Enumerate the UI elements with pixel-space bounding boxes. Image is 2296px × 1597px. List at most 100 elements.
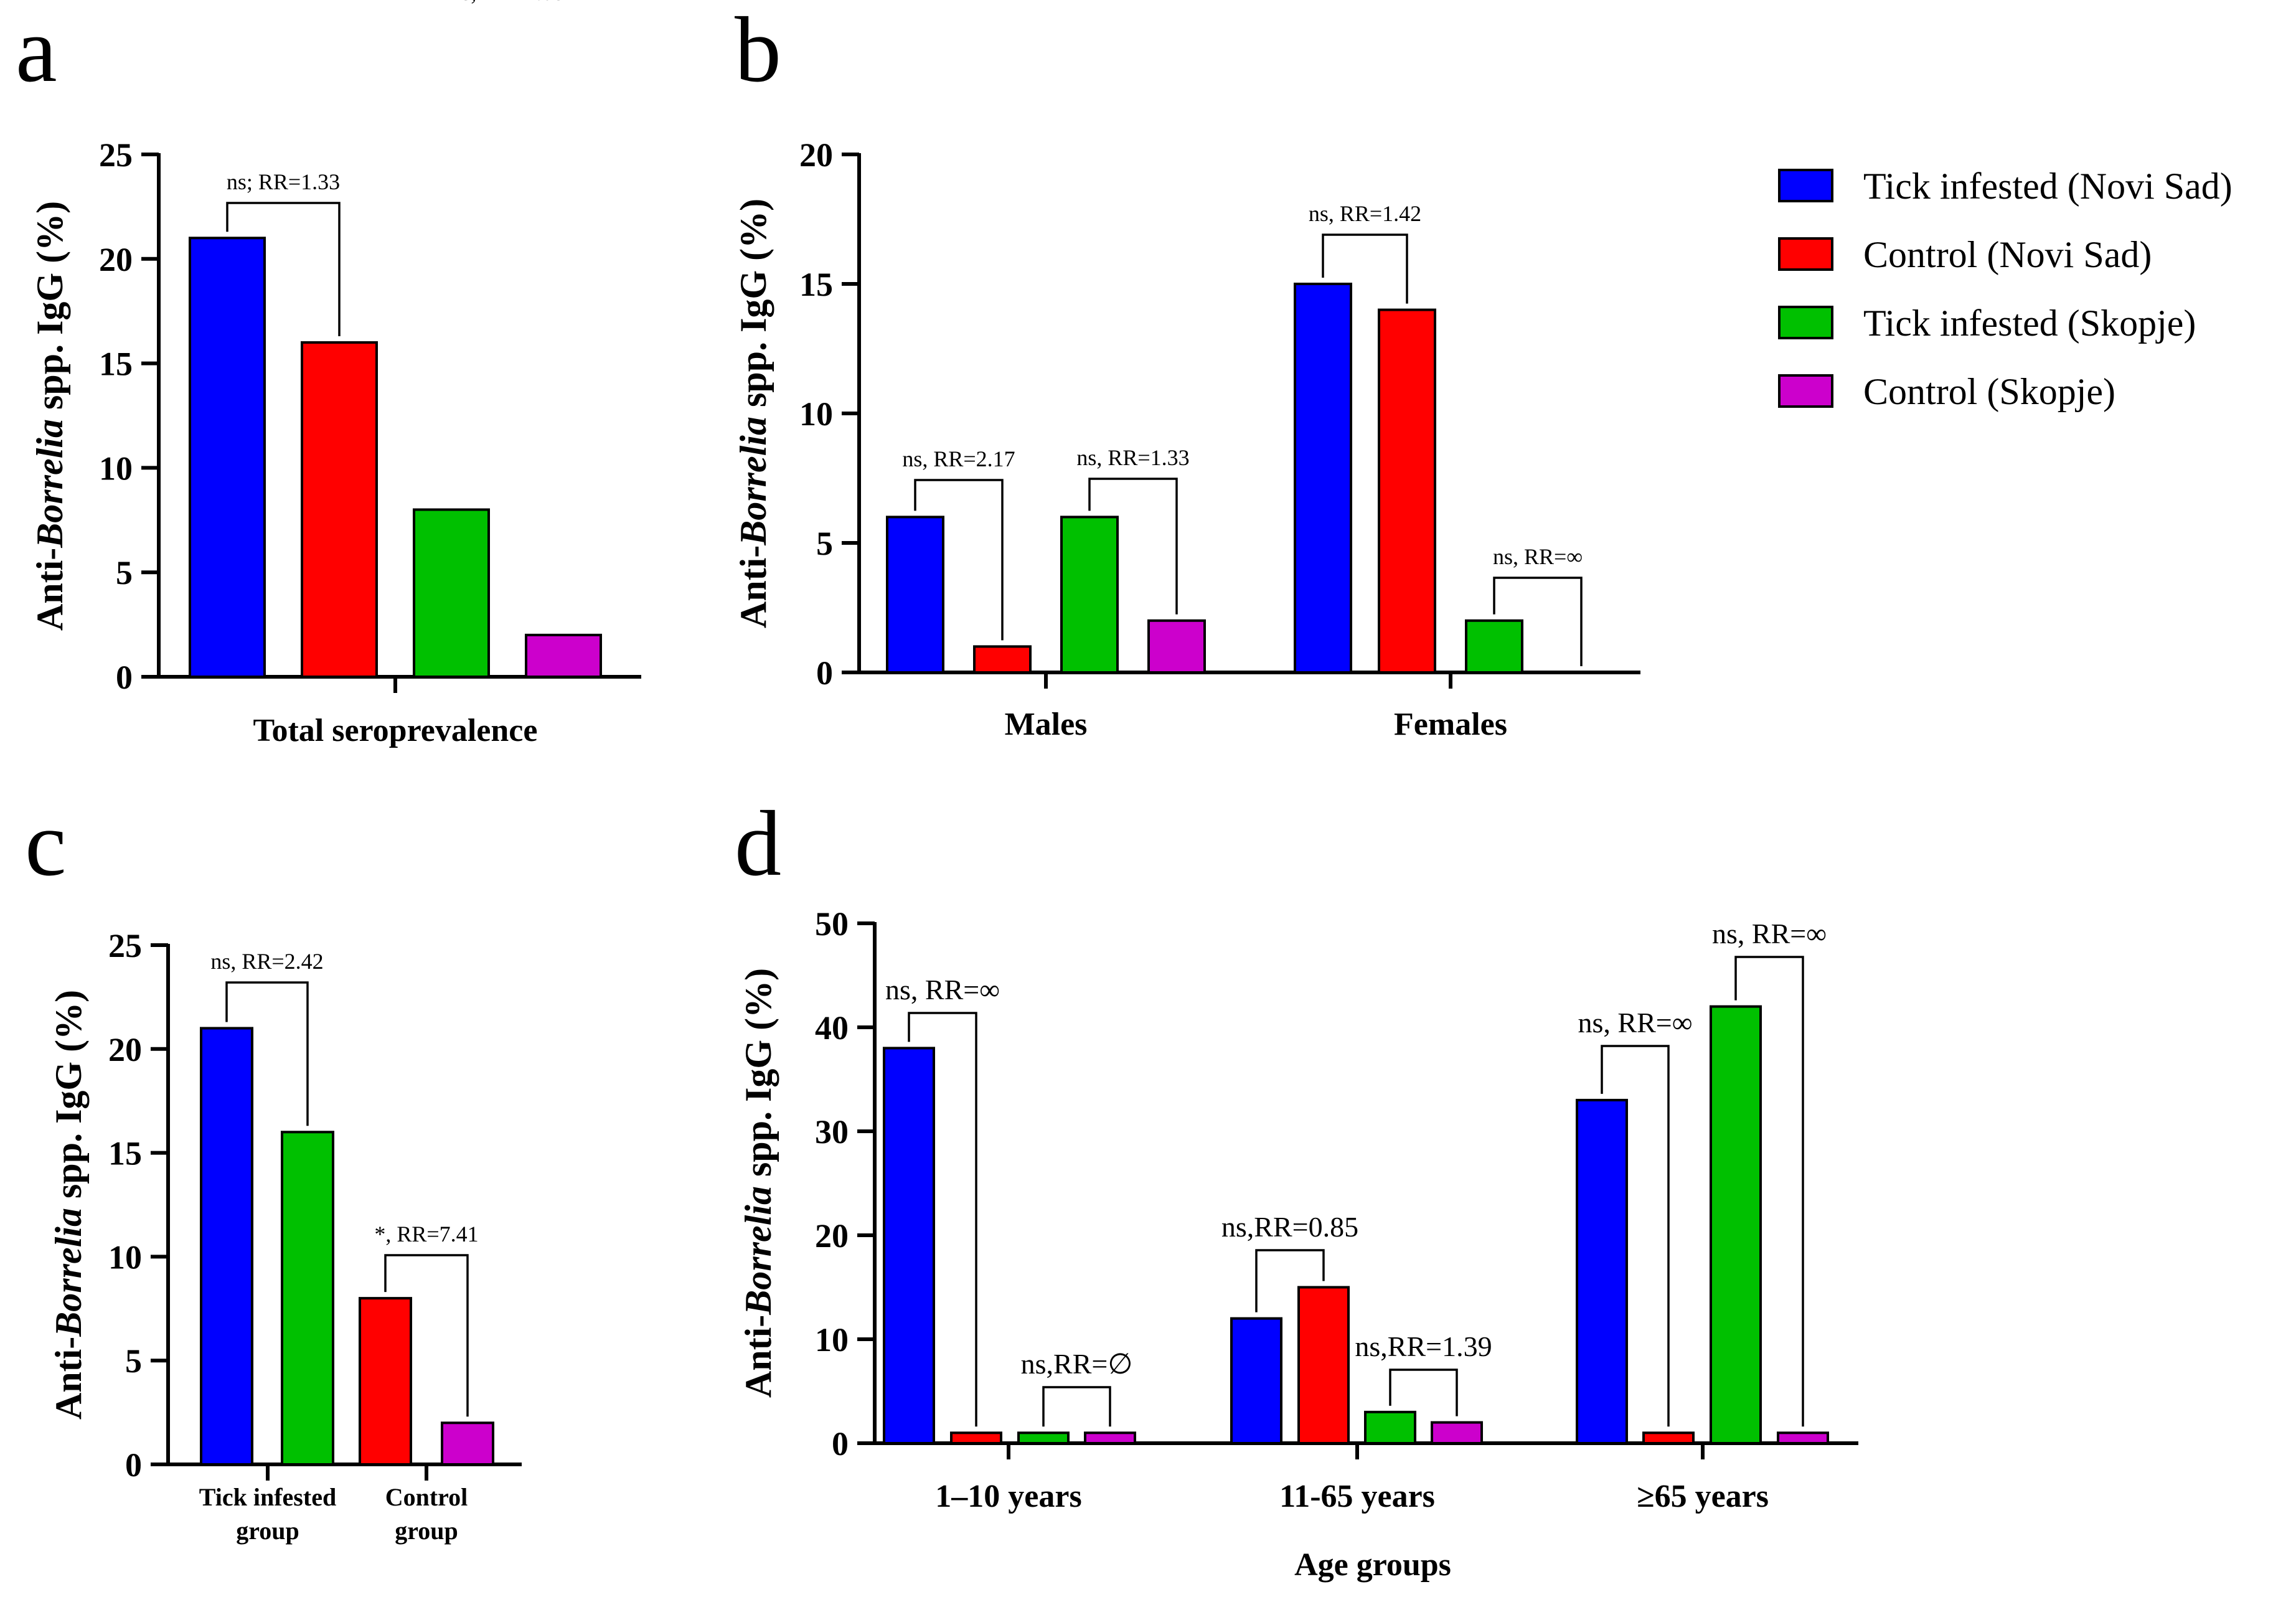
x-category-label: 11-65 years — [1279, 1479, 1435, 1514]
y-tick-label: 10 — [815, 1321, 849, 1359]
x-category-label: Total seroprevalence — [253, 713, 538, 748]
bar — [1777, 1431, 1829, 1445]
bar — [1364, 1410, 1416, 1444]
legend: Tick infested (Novi Sad) Control (Novi Sa… — [1778, 166, 2232, 412]
y-axis-label-suffix: spp. IgG (%) — [29, 201, 70, 419]
significance-label: ns,RR=0.85 — [1221, 1211, 1358, 1243]
y-axis-label-suffix: spp. IgG (%) — [738, 968, 779, 1186]
y-tick-label: 50 — [815, 905, 849, 943]
legend-swatch — [1778, 306, 1833, 339]
significance-bracket — [1042, 1386, 1111, 1427]
bar — [413, 508, 490, 679]
significance-label: *, RR=7.41 — [374, 1222, 478, 1246]
significance-label: ns,RR=1.39 — [1355, 1331, 1492, 1362]
x-category-label: ≥65 years — [1637, 1479, 1769, 1514]
y-tick-label: 15 — [108, 1135, 142, 1172]
legend-label: Tick infested (Novi Sad) — [1863, 166, 2232, 207]
significance-label: ns,RR=∅ — [1021, 1348, 1133, 1380]
significance-bracket — [225, 981, 309, 1126]
significance-bracket — [914, 479, 1004, 641]
significance-bracket — [1255, 1249, 1325, 1312]
bar — [301, 341, 378, 678]
significance-bracket — [384, 1254, 469, 1417]
y-axis-label-prefix: Anti- — [738, 1315, 779, 1398]
bar — [1465, 619, 1523, 674]
legend-label: Tick infested (Skopje) — [1863, 303, 2196, 344]
y-tick-label: 10 — [108, 1238, 142, 1276]
bar — [441, 1421, 494, 1466]
y-tick-label: 20 — [799, 136, 833, 174]
panel-letter-d: d — [735, 792, 781, 895]
significance-bracket — [1493, 577, 1583, 666]
chart-panel-c: 0 5 10 15 20 25 Anti-Borrelia spp. IgG (%) Tick… — [48, 927, 522, 1545]
y-tick-label: 10 — [99, 450, 133, 487]
bar — [1294, 283, 1352, 674]
y-tick-label: 5 — [116, 554, 133, 591]
x-category-label: 1–10 years — [935, 1479, 1081, 1514]
panel-letter-a: a — [16, 0, 57, 101]
y-tick-label: 5 — [816, 525, 833, 562]
y-tick-label: 0 — [125, 1446, 142, 1484]
significance-bracket — [226, 202, 341, 337]
y-tick-label: 20 — [99, 241, 133, 278]
bar — [200, 1027, 253, 1466]
y-tick-label: 40 — [815, 1009, 849, 1047]
significance-bracket — [1601, 1045, 1670, 1427]
y-axis-label: Anti-Borrelia spp. IgG (%) — [29, 201, 70, 631]
significance-label: ns, RR=1.42 — [1309, 201, 1421, 226]
panel-letter-c: c — [25, 792, 67, 895]
y-axis-label: Anti-Borrelia spp. IgG (%) — [738, 968, 779, 1398]
y-tick-label: 10 — [799, 395, 833, 433]
legend-swatch — [1778, 169, 1833, 202]
chart-panel-b: 0 5 10 15 20 Anti-Borrelia spp. IgG (%) Males F… — [733, 136, 1640, 742]
y-tick-label: 25 — [108, 927, 142, 964]
y-axis-label-italic: Borrelia — [733, 417, 774, 546]
bar — [1576, 1098, 1628, 1444]
bar — [525, 633, 602, 679]
bar — [359, 1297, 412, 1466]
significance-bracket — [1088, 478, 1178, 615]
bar — [1297, 1286, 1350, 1444]
x-category-label: Control — [385, 1483, 468, 1511]
bar — [973, 645, 1032, 674]
significance-label: ns, RR=2.42 — [210, 949, 323, 974]
bar — [1431, 1421, 1483, 1445]
y-axis-label-suffix: spp. IgG (%) — [48, 990, 89, 1208]
legend-label: Control (Novi Sad) — [1863, 234, 2152, 275]
legend-label: Control (Skopje) — [1863, 371, 2115, 412]
y-tick-label: 15 — [799, 266, 833, 303]
y-axis-label-prefix: Anti- — [733, 545, 774, 628]
legend-swatch — [1778, 237, 1833, 271]
bar — [189, 237, 266, 678]
legend-swatch — [1778, 374, 1833, 408]
bar — [1642, 1431, 1695, 1445]
x-category-label: Tick infested — [199, 1483, 336, 1511]
y-axis-label: Anti-Borrelia spp. IgG (%) — [733, 199, 774, 628]
y-axis-label-italic: Borrelia — [48, 1208, 89, 1337]
x-category-label: Males — [1005, 707, 1088, 742]
bar — [886, 516, 944, 674]
significance-label: ns, RR=∞ — [1578, 1007, 1693, 1039]
x-axis-title: Age groups — [1294, 1547, 1451, 1583]
y-tick-label: 0 — [116, 659, 133, 696]
bar — [281, 1131, 334, 1466]
y-tick-label: 20 — [815, 1217, 849, 1255]
bar — [1147, 619, 1206, 674]
y-axis-label-prefix: Anti- — [29, 548, 70, 631]
bar — [1084, 1431, 1136, 1445]
chart-panel-a: 0 5 10 15 20 25 Anti-Borrelia spp. IgG (%) Tota… — [29, 0, 641, 748]
significance-bracket — [1322, 233, 1408, 304]
chart-panel-d: 0 10 20 30 40 50 Anti-Borrelia spp. IgG (%) 1–1… — [738, 905, 1858, 1583]
significance-bracket — [1734, 956, 1804, 1427]
y-tick-label: 0 — [816, 654, 833, 692]
significance-label: ns, RR=1.33 — [1076, 445, 1189, 470]
x-category-label: group — [395, 1517, 458, 1545]
y-tick-label: 30 — [815, 1113, 849, 1151]
significance-bracket — [1389, 1369, 1458, 1416]
y-tick-label: 0 — [832, 1425, 849, 1463]
bar — [883, 1047, 935, 1444]
y-axis-label-italic: Borrelia — [29, 419, 70, 549]
significance-label: ns, RR=2.17 — [902, 446, 1015, 471]
x-category-label: Females — [1394, 707, 1507, 742]
